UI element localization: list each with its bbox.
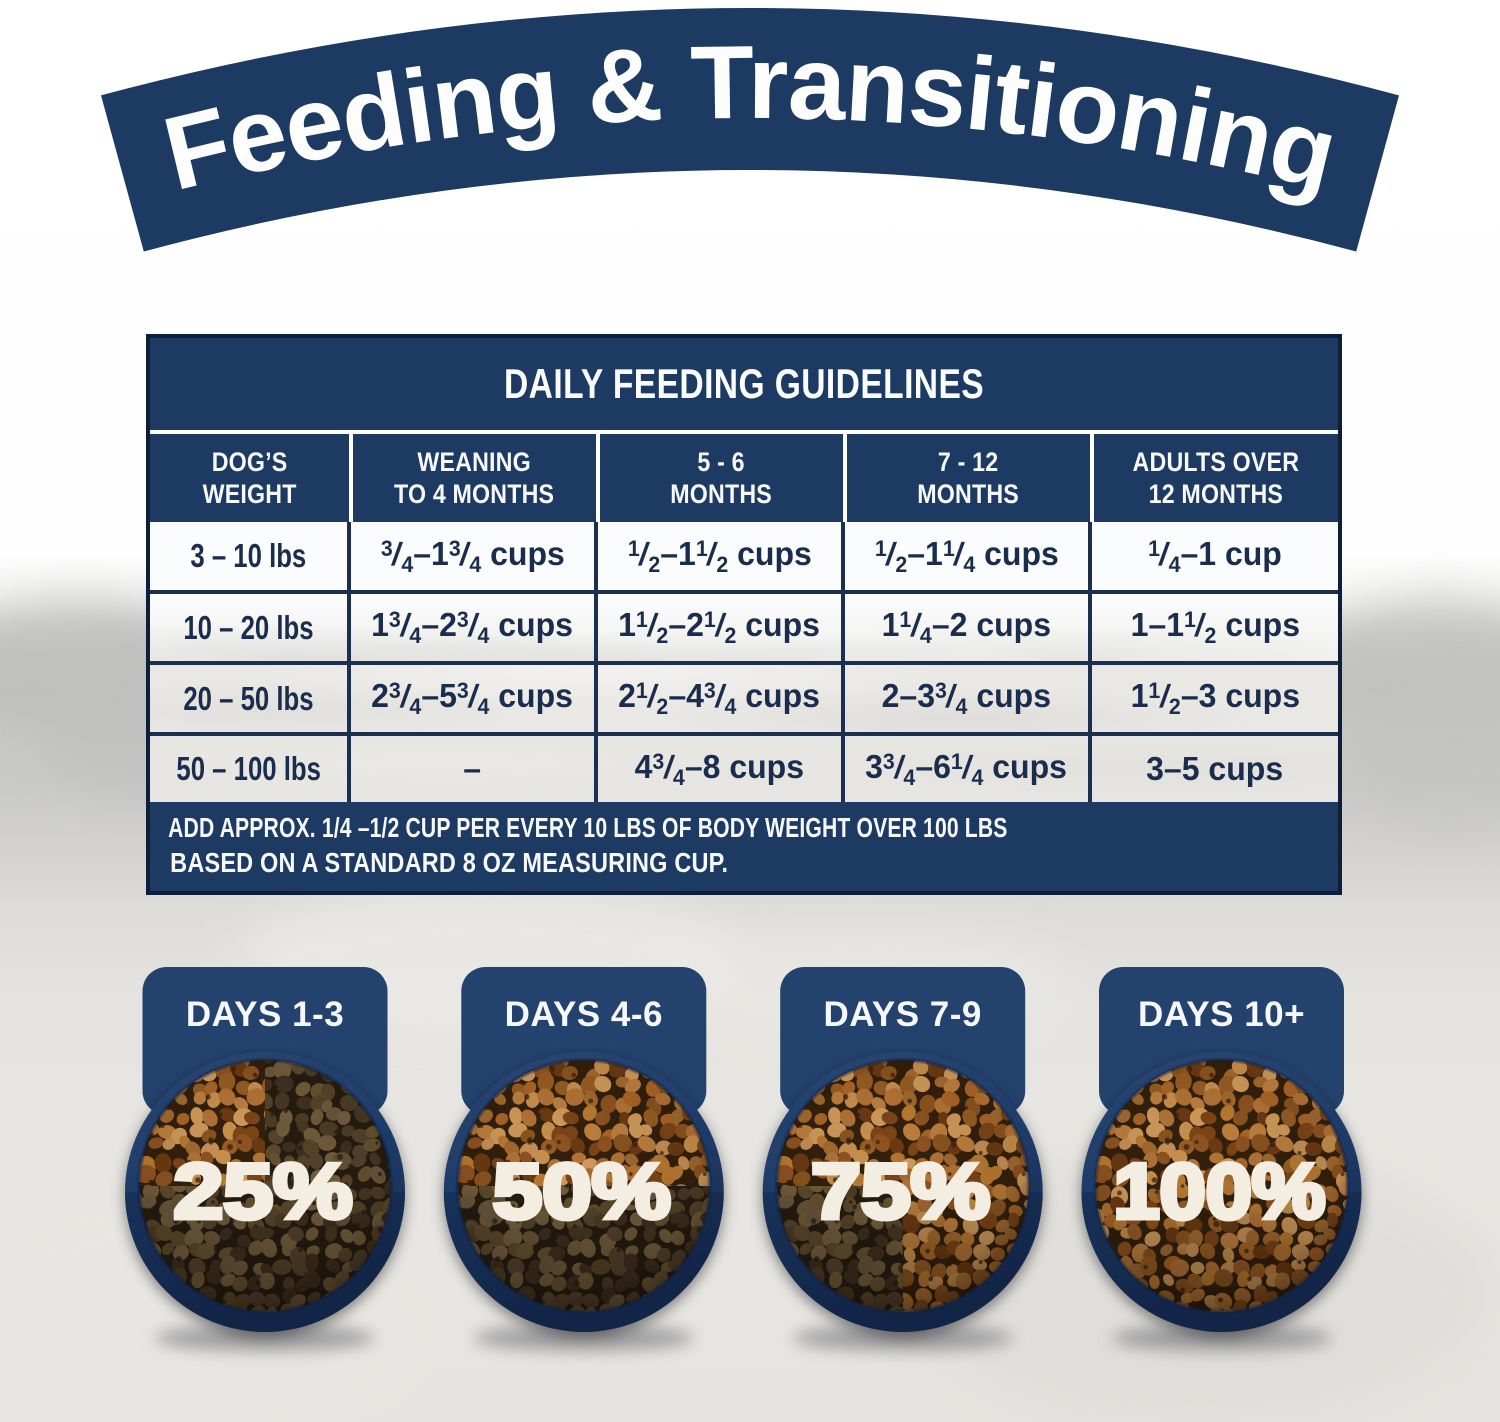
svg-text:50%: 50%	[493, 1147, 671, 1235]
svg-text:100%: 100%	[1114, 1147, 1326, 1235]
svg-text:25%: 25%	[174, 1147, 353, 1235]
svg-text:DAYS 4-6: DAYS 4-6	[505, 995, 663, 1034]
svg-text:DAYS 7-9: DAYS 7-9	[824, 995, 982, 1034]
svg-text:75%: 75%	[811, 1147, 990, 1235]
svg-text:DAYS 10+: DAYS 10+	[1138, 995, 1305, 1034]
svg-text:DAYS 1-3: DAYS 1-3	[186, 995, 344, 1034]
